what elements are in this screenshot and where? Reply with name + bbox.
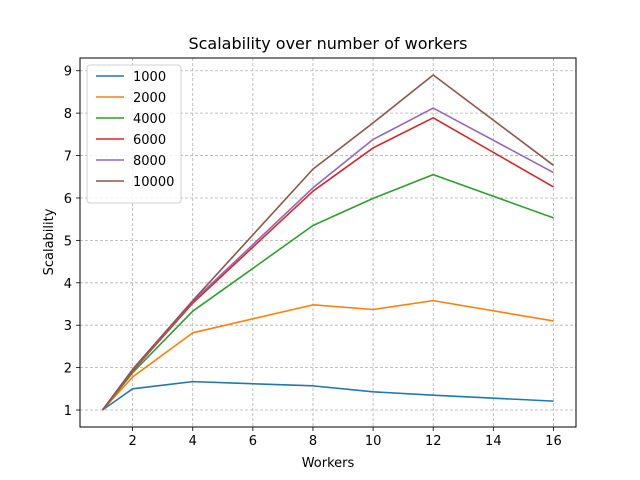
x-tick-label: 4 [189,434,197,449]
legend-label-6000: 6000 [133,133,166,148]
y-axis-ticks: 1 2 3 4 5 6 7 8 9 [64,65,80,419]
y-tick-label: 9 [64,65,72,80]
legend-label-10000: 10000 [133,175,174,190]
y-tick-label: 2 [64,362,72,377]
x-tick-label: 12 [425,434,442,449]
legend-label-2000: 2000 [133,91,166,106]
y-tick-label: 6 [64,192,72,207]
series-line-1000 [102,380,554,411]
legend-label-1000: 1000 [133,70,166,85]
series-line-4000 [101,173,554,411]
x-tick-label: 10 [365,434,382,449]
series-lines [101,74,554,411]
series-line-10000 [101,74,554,411]
legend-label-8000: 8000 [133,154,166,169]
y-tick-label: 7 [64,150,72,165]
y-tick-label: 3 [64,319,72,334]
y-axis-label: Scalability [42,208,57,275]
x-tick-label: 6 [249,434,257,449]
y-tick-label: 8 [64,107,72,122]
legend-label-4000: 4000 [133,112,166,127]
x-tick-label: 14 [485,434,502,449]
series-line-2000 [101,299,554,411]
y-tick-label: 5 [64,234,72,249]
x-tick-label: 2 [128,434,136,449]
plot-frame [79,57,577,428]
legend: 1000 2000 4000 6000 8000 10000 [86,64,182,204]
y-tick-label: 4 [64,277,72,292]
x-axis-label: Workers [302,456,355,471]
legend-box [86,64,182,204]
chart-title: Scalability over number of workers [188,34,467,53]
y-tick-label: 1 [64,404,72,419]
x-axis-ticks: 2 4 6 8 10 12 14 16 [128,427,562,449]
x-tick-label: 16 [545,434,562,449]
x-tick-label: 8 [309,434,317,449]
